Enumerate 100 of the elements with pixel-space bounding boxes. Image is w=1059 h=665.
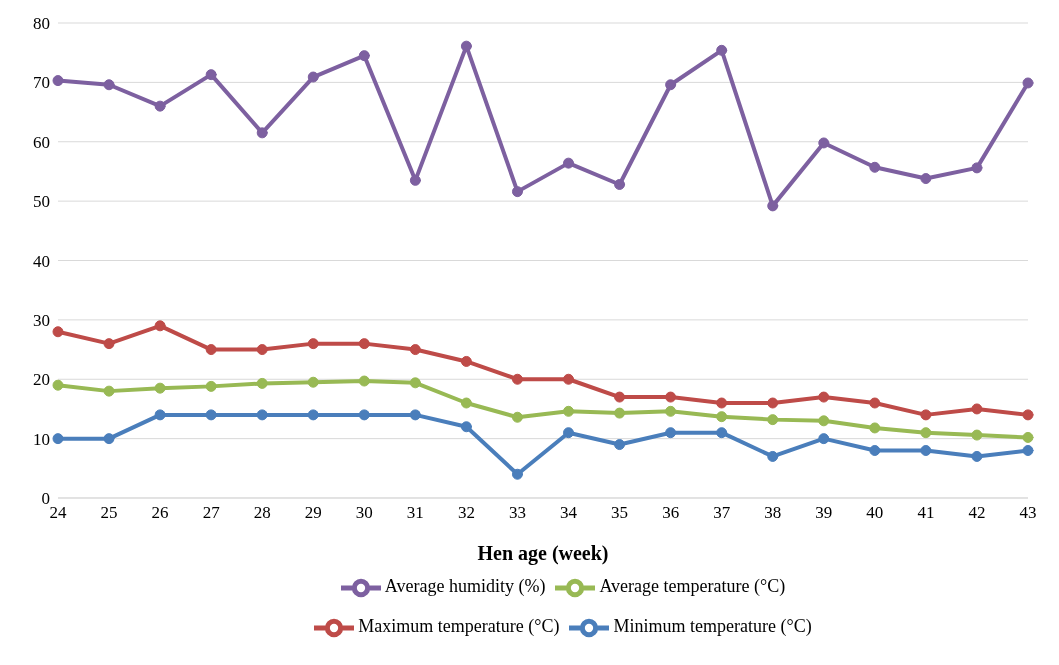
point (256, 377, 268, 389)
point (103, 338, 115, 350)
x-tick-label: 30 (355, 503, 373, 523)
y-tick-label: 80 (33, 14, 50, 34)
point (52, 326, 64, 338)
x-tick-label: 28 (253, 503, 271, 523)
point (460, 421, 472, 433)
point (614, 391, 626, 403)
point (103, 433, 115, 445)
point (52, 433, 64, 445)
point (307, 338, 319, 350)
point (1022, 409, 1034, 421)
y-tick-label: 40 (33, 251, 50, 271)
point (665, 391, 677, 403)
point (205, 69, 217, 81)
point (869, 161, 881, 173)
point (563, 427, 575, 439)
point (971, 450, 983, 462)
x-tick-label: 27 (202, 503, 221, 523)
point (307, 376, 319, 388)
x-tick-label: 42 (968, 503, 986, 523)
point (358, 338, 370, 350)
point (1022, 445, 1034, 456)
point (154, 100, 166, 112)
x-tick-label: 40 (866, 503, 884, 523)
point (256, 344, 268, 356)
x-tick-label: 26 (151, 503, 169, 523)
point (307, 71, 319, 83)
point (767, 414, 779, 426)
point (716, 44, 728, 56)
point (103, 79, 115, 91)
point (869, 445, 881, 456)
y-tick-label: 0 (41, 489, 50, 509)
point (614, 179, 626, 190)
point (511, 411, 523, 423)
point (409, 377, 421, 389)
point (358, 409, 370, 421)
point (665, 427, 677, 439)
point (460, 355, 472, 367)
x-tick-label: 38 (764, 503, 782, 523)
point (665, 405, 677, 417)
x-tick-label: 25 (100, 503, 118, 523)
point (716, 427, 728, 439)
point (665, 79, 677, 91)
point (511, 468, 523, 480)
point (818, 137, 830, 149)
x-tick-label: 31 (406, 503, 424, 523)
point (869, 422, 881, 434)
y-tick-label: 60 (33, 132, 50, 152)
x-tick-label: 36 (662, 503, 680, 523)
point (614, 439, 626, 451)
y-tick-label: 20 (33, 370, 50, 390)
point (767, 200, 779, 212)
point (563, 373, 575, 385)
x-tick-label: 37 (713, 503, 731, 523)
point (818, 433, 830, 445)
point (307, 409, 319, 421)
point (818, 391, 830, 403)
x-tick-label: 32 (457, 503, 475, 523)
point (1022, 431, 1034, 443)
legend-label: Maximum temperature (°C) (358, 616, 560, 637)
point (409, 174, 421, 186)
y-tick-label: 10 (33, 429, 50, 449)
point (103, 385, 115, 397)
point (920, 409, 932, 421)
point (409, 409, 421, 421)
point (920, 173, 932, 185)
point (154, 409, 166, 421)
point (205, 380, 217, 392)
y-tick-label: 50 (33, 192, 50, 212)
point (154, 320, 166, 332)
point (52, 379, 64, 391)
x-tick-label: 39 (815, 503, 833, 523)
point (971, 162, 983, 174)
point (358, 50, 370, 62)
point (358, 375, 370, 387)
x-tick-label: 24 (49, 503, 67, 523)
x-tick-label: 35 (611, 503, 629, 523)
x-tick-label: 41 (917, 503, 935, 523)
legend-label: Minimum temperature (°C) (613, 616, 812, 637)
point (511, 186, 523, 198)
point (767, 450, 779, 462)
y-tick-label: 30 (33, 310, 50, 330)
point (767, 397, 779, 409)
point (920, 445, 932, 456)
point (205, 344, 217, 356)
point (614, 407, 626, 419)
point (256, 127, 268, 139)
legend-label: Average temperature (°C) (599, 576, 786, 597)
point (818, 415, 830, 427)
point (1022, 77, 1034, 89)
point (971, 403, 983, 415)
point (511, 373, 523, 385)
point (563, 405, 575, 417)
point (563, 157, 575, 169)
x-tick-label: 33 (508, 503, 526, 523)
point (154, 382, 166, 394)
point (971, 429, 983, 441)
point (920, 427, 932, 439)
point (52, 75, 64, 87)
